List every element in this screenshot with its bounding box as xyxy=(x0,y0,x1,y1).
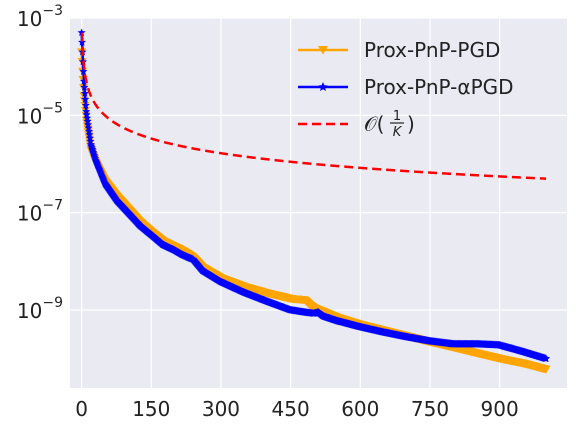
x-tick-label: 750 xyxy=(411,397,449,421)
legend: Prox-PnP-PGD Prox-PnP-αPGD 𝒪( 1K) xyxy=(298,38,514,140)
legend-label: Prox-PnP-PGD xyxy=(364,38,500,62)
x-tick-label: 0 xyxy=(75,397,88,421)
series-1 xyxy=(77,28,551,363)
data-point xyxy=(85,127,94,135)
data-point xyxy=(86,137,95,145)
legend-label: 𝒪( xyxy=(364,112,384,136)
data-point xyxy=(541,365,551,374)
x-tick-label: 900 xyxy=(481,397,519,421)
data-point xyxy=(78,38,87,46)
legend-label-tail: ) xyxy=(407,112,415,136)
data-point xyxy=(84,123,93,132)
data-point xyxy=(82,110,91,119)
data-point xyxy=(83,113,92,122)
data-point xyxy=(81,95,90,103)
data-point xyxy=(79,67,88,75)
legend-item: Prox-PnP-αPGD xyxy=(298,75,514,99)
tick-labels: 0 150 300 450 600 750 900 10−9 10−7 10−5 10−3 xyxy=(17,3,519,421)
legend-marker xyxy=(318,46,328,55)
data-point xyxy=(85,130,94,139)
plot-background xyxy=(70,18,567,388)
y-tick-label: 10−9 xyxy=(17,295,63,323)
data-point xyxy=(83,117,92,125)
y-tick-label: 10−7 xyxy=(17,198,63,226)
x-tick-label: 450 xyxy=(272,397,310,421)
data-point xyxy=(80,83,89,91)
x-tick-label: 300 xyxy=(202,397,240,421)
data-point xyxy=(82,107,91,115)
data-point xyxy=(81,101,90,109)
fraction-denominator: K xyxy=(393,125,403,140)
x-tick-label: 600 xyxy=(341,397,379,421)
legend-marker xyxy=(318,82,328,92)
x-tick-label: 150 xyxy=(132,397,170,421)
data-point xyxy=(84,120,93,129)
data-point xyxy=(542,354,551,363)
legend-item: Prox-PnP-PGD xyxy=(298,38,500,62)
fraction-numerator: 1 xyxy=(393,109,401,124)
series-layer xyxy=(77,28,551,374)
data-point xyxy=(85,133,94,142)
grid-lines xyxy=(70,17,567,388)
legend-item: 𝒪( 1K) xyxy=(298,109,415,140)
data-point xyxy=(77,28,86,37)
y-tick-label: 10−3 xyxy=(17,3,63,31)
y-tick-label: 10−5 xyxy=(17,100,63,128)
legend-label: Prox-PnP-αPGD xyxy=(364,75,514,99)
data-point xyxy=(80,89,89,97)
